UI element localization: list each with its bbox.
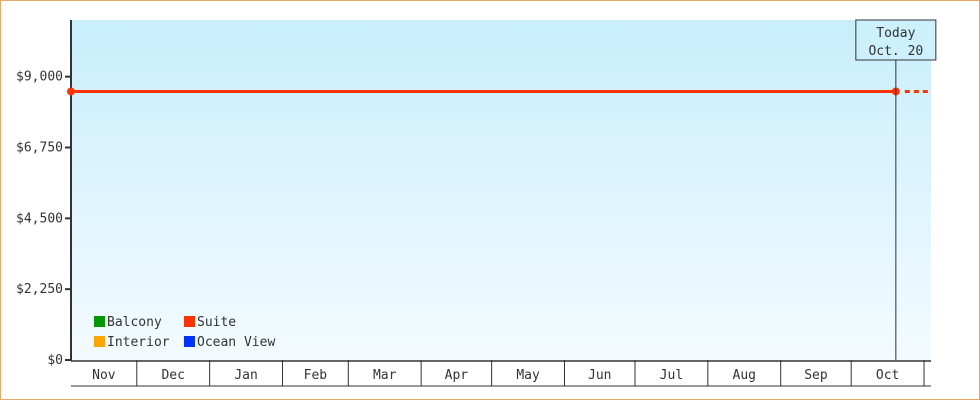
x-tick-label: Feb — [304, 368, 328, 383]
plot-area — [71, 20, 931, 360]
today-date: Oct. 20 — [868, 44, 923, 59]
legend-swatch — [94, 336, 105, 347]
data-point[interactable] — [67, 87, 75, 96]
y-tick-label: $2,250 — [16, 282, 63, 297]
x-tick-label: Jan — [234, 368, 257, 383]
x-tick-label: May — [516, 368, 540, 383]
x-tick-label: Nov — [92, 368, 116, 383]
legend-swatch — [184, 336, 195, 347]
x-tick-label: Sep — [804, 368, 828, 383]
y-tick-label: $9,000 — [16, 70, 63, 85]
x-tick-label: Aug — [733, 368, 756, 383]
today-label: Today — [876, 26, 915, 41]
y-tick-label: $6,750 — [16, 141, 63, 156]
legend-label: Interior — [107, 335, 170, 350]
y-tick-label: $4,500 — [16, 211, 63, 226]
y-tick-label: $0 — [47, 353, 63, 368]
x-tick-label: Mar — [373, 368, 397, 383]
legend-swatch — [184, 316, 195, 327]
today-label-box — [855, 19, 937, 61]
legend-label: Suite — [197, 315, 236, 330]
x-tick-label: Jul — [660, 368, 683, 383]
legend-swatch — [94, 316, 105, 327]
legend-label: Ocean View — [197, 335, 275, 350]
legend-label: Balcony — [107, 315, 162, 330]
x-tick-label: Apr — [445, 368, 469, 383]
x-tick-label: Jun — [588, 368, 611, 383]
x-tick-label: Dec — [161, 368, 184, 383]
x-tick-label: Oct — [876, 368, 899, 383]
